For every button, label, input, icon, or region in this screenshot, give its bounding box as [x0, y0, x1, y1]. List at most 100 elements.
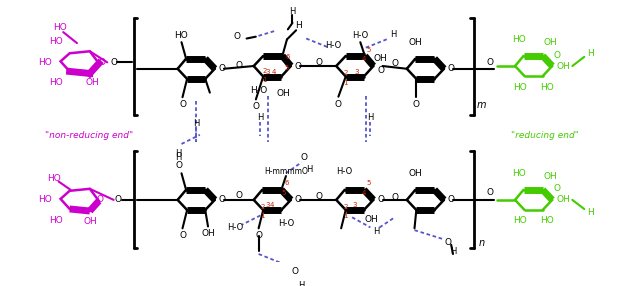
Text: HO: HO	[38, 195, 52, 204]
Text: O: O	[236, 191, 243, 200]
Text: 5: 5	[367, 180, 371, 186]
Text: O: O	[219, 64, 226, 73]
Text: OH: OH	[201, 229, 215, 238]
Text: O: O	[110, 58, 117, 67]
Text: O: O	[392, 59, 399, 68]
Text: 1: 1	[263, 77, 267, 83]
Text: H-O: H-O	[227, 223, 243, 232]
Text: O: O	[553, 184, 560, 193]
Text: H-O: H-O	[326, 41, 342, 50]
Text: O: O	[255, 231, 262, 240]
Text: 3: 3	[353, 202, 357, 208]
Text: O: O	[252, 102, 259, 111]
Text: HO: HO	[174, 31, 189, 40]
Text: 2: 2	[343, 70, 348, 76]
Text: 6: 6	[284, 180, 288, 186]
Text: HO: HO	[49, 37, 63, 46]
Text: H-O: H-O	[352, 31, 369, 40]
Text: 3: 3	[266, 69, 270, 75]
Text: H: H	[298, 281, 305, 286]
Text: O: O	[377, 66, 384, 75]
Text: H: H	[295, 21, 302, 30]
Text: OH: OH	[364, 215, 378, 224]
Text: H: H	[257, 113, 263, 122]
Text: O: O	[219, 195, 226, 204]
Text: 4: 4	[270, 202, 274, 208]
Text: O: O	[486, 188, 493, 197]
Text: OH: OH	[408, 38, 422, 47]
Text: 3: 3	[354, 69, 358, 75]
Text: 6: 6	[286, 54, 290, 60]
Text: H-O: H-O	[250, 86, 267, 95]
Text: O: O	[295, 61, 302, 71]
Text: HO: HO	[54, 23, 67, 32]
Text: O: O	[486, 58, 493, 67]
Text: O: O	[316, 192, 323, 201]
Text: O: O	[179, 231, 186, 240]
Text: O: O	[301, 153, 308, 162]
Text: 3: 3	[266, 202, 270, 208]
Text: O: O	[335, 100, 342, 108]
Text: 2: 2	[343, 204, 348, 210]
Text: O: O	[392, 193, 399, 202]
Text: HO: HO	[541, 83, 554, 92]
Text: 4: 4	[362, 56, 366, 62]
Text: 5: 5	[367, 47, 371, 53]
Text: H: H	[367, 113, 374, 122]
Text: H: H	[587, 49, 594, 58]
Text: OH: OH	[84, 217, 98, 227]
Text: O: O	[553, 51, 560, 59]
Text: 4: 4	[272, 69, 276, 75]
Text: O: O	[236, 61, 243, 69]
Text: 1: 1	[261, 213, 265, 219]
Text: O: O	[98, 58, 105, 67]
Text: H: H	[390, 30, 397, 39]
Text: 2: 2	[263, 67, 267, 74]
Text: n: n	[478, 238, 484, 248]
Text: HO: HO	[541, 217, 554, 225]
Text: HO: HO	[512, 169, 526, 178]
Text: 4: 4	[362, 190, 366, 196]
Text: OH: OH	[408, 169, 422, 178]
Text: m: m	[477, 100, 486, 110]
Text: "non-reducing end": "non-reducing end"	[45, 131, 133, 140]
Text: O: O	[234, 32, 241, 41]
Text: OH: OH	[543, 38, 557, 47]
Text: 5: 5	[281, 190, 286, 196]
Text: O: O	[96, 195, 104, 204]
Text: O: O	[295, 195, 302, 204]
Text: O: O	[115, 195, 121, 204]
Text: H: H	[193, 119, 199, 128]
Text: OH: OH	[374, 54, 388, 63]
Text: H-O: H-O	[278, 219, 294, 228]
Text: H: H	[374, 227, 380, 236]
Text: HO: HO	[49, 78, 63, 87]
Text: OH: OH	[543, 172, 557, 180]
Text: OH: OH	[557, 195, 570, 204]
Text: H: H	[289, 7, 296, 15]
Text: OH: OH	[276, 88, 290, 98]
Text: H-mmmmO: H-mmmmO	[264, 167, 308, 176]
Text: HO: HO	[38, 58, 52, 67]
Text: H: H	[587, 208, 594, 217]
Text: O: O	[377, 195, 384, 204]
Text: 1: 1	[343, 80, 348, 86]
Text: O: O	[448, 195, 455, 204]
Text: H-O: H-O	[337, 167, 353, 176]
Text: O: O	[179, 100, 186, 109]
Text: HO: HO	[49, 216, 63, 225]
Text: O: O	[316, 58, 323, 67]
Text: H: H	[305, 165, 312, 174]
Text: O: O	[448, 64, 455, 73]
Text: 5: 5	[284, 65, 288, 71]
Text: 2: 2	[261, 204, 265, 210]
Text: HO: HO	[513, 83, 527, 92]
Text: OH: OH	[86, 78, 100, 87]
Text: O: O	[175, 162, 182, 170]
Text: H: H	[176, 149, 182, 158]
Text: HO: HO	[512, 35, 526, 44]
Text: H: H	[450, 247, 456, 256]
Text: HO: HO	[513, 217, 527, 225]
Text: "reducing end": "reducing end"	[511, 131, 578, 140]
Text: O: O	[292, 267, 299, 276]
